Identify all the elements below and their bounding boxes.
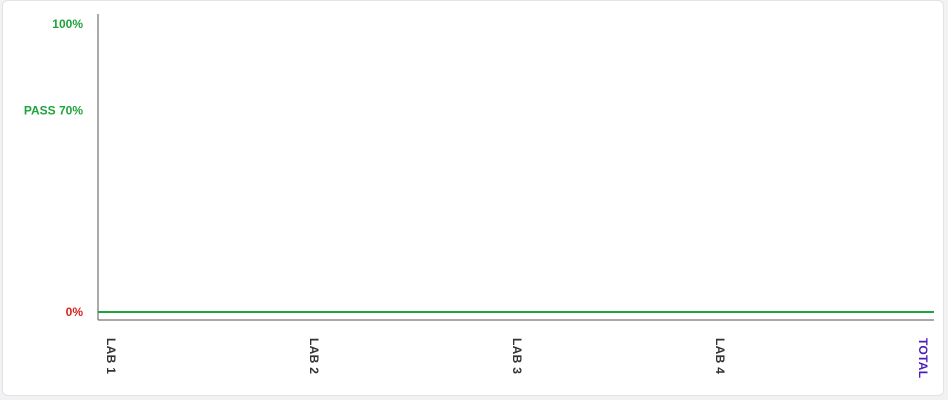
x-tick-label: LAB 1 <box>104 338 118 374</box>
x-tick-label: LAB 4 <box>713 338 727 374</box>
y-axis-ticks: 100% PASS 70% 0% <box>24 17 83 319</box>
y-tick-label: 100% <box>52 17 83 31</box>
x-tick-label: LAB 2 <box>307 338 321 374</box>
x-tick-label: TOTAL <box>916 338 930 378</box>
y-tick-label: PASS 70% <box>24 103 83 117</box>
y-tick-label: 0% <box>66 305 84 319</box>
x-tick-label: LAB 3 <box>510 338 524 374</box>
x-axis-ticks: LAB 1 LAB 2 LAB 3 LAB 4 TOTAL <box>104 338 930 378</box>
